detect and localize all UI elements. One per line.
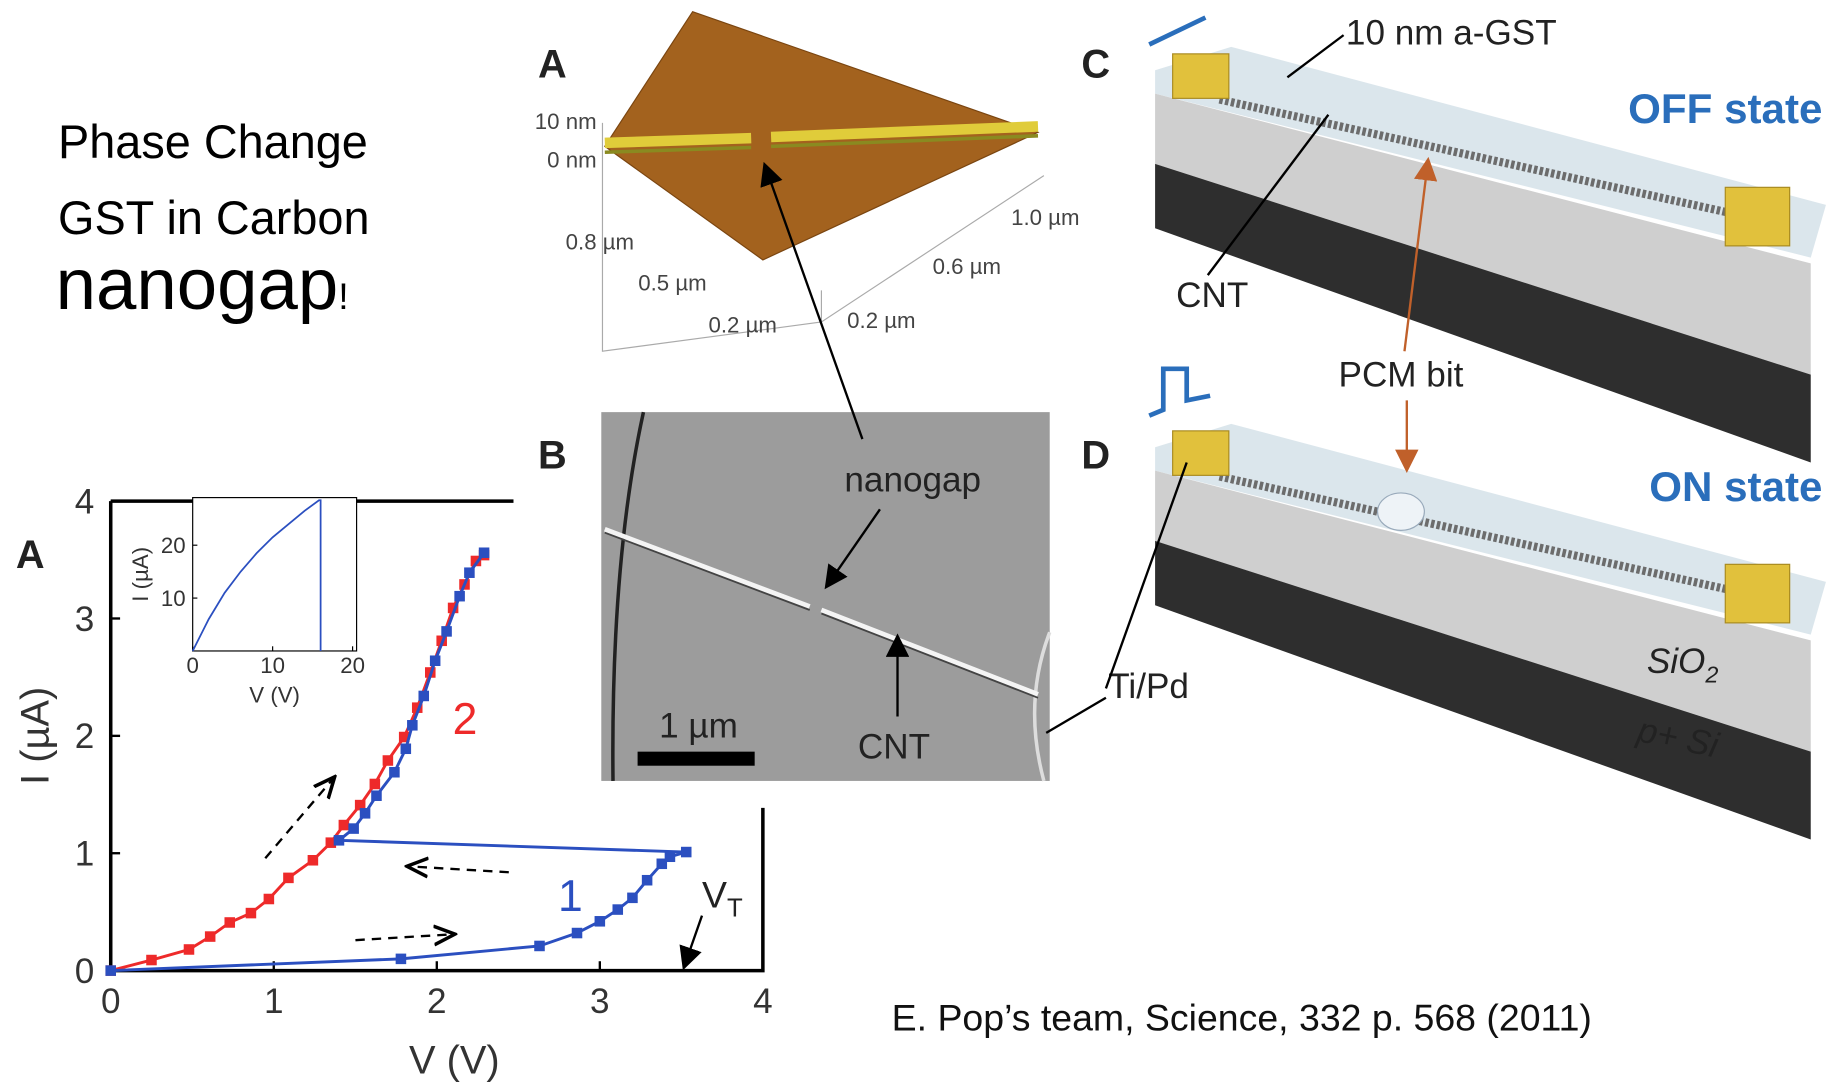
- title-mark: !: [338, 275, 348, 317]
- panel-label: C: [1081, 42, 1110, 86]
- data-point: [612, 904, 623, 915]
- z-label: 10 nm: [535, 109, 597, 134]
- sem-label: nanogap: [844, 461, 981, 500]
- data-point: [418, 691, 429, 702]
- data-point: [184, 944, 195, 955]
- afm-axis-label: 0.5 µm: [638, 270, 706, 295]
- state-label: ON state: [1649, 463, 1822, 510]
- y-tick-label: 0: [75, 952, 95, 991]
- vt-label: VT: [702, 873, 743, 922]
- layer-subscript: 2: [1704, 662, 1718, 688]
- afm-image: [602, 12, 1043, 352]
- y-tick-label: 1: [75, 835, 95, 874]
- sem-label: CNT: [858, 728, 930, 767]
- title-line: GST in Carbon: [58, 192, 369, 244]
- data-point: [146, 955, 157, 966]
- x-tick-label: 1: [264, 982, 284, 1021]
- panel-label: A: [538, 42, 567, 86]
- afm-axis-label: 0.2 µm: [708, 313, 776, 338]
- vt-text: V: [702, 873, 727, 915]
- title-word: nanogap: [56, 244, 339, 325]
- data-point: [430, 655, 441, 666]
- x-tick-label: 3: [590, 982, 610, 1021]
- device-label: CNT: [1176, 276, 1248, 315]
- data-point: [396, 954, 407, 965]
- x-tick-label: 2: [427, 982, 447, 1021]
- afm-axis-label: 0.6 µm: [933, 254, 1001, 279]
- panel-label: A: [16, 533, 45, 577]
- plot: 0 10 20 10 20 V (V) I (µA): [128, 498, 365, 708]
- afm-axis-label: 0.2 µm: [847, 308, 915, 333]
- x-tick-label: 20: [340, 653, 365, 678]
- title-line: nanogap!: [56, 244, 349, 325]
- data-point: [283, 873, 294, 884]
- data-point: [360, 808, 371, 819]
- x-tick-label: 10: [260, 653, 285, 678]
- data-point: [464, 567, 475, 578]
- sweep-arrows: [265, 779, 509, 941]
- device-label: Ti/Pd: [1108, 667, 1189, 706]
- data-point: [264, 894, 275, 905]
- layer-text: SiO: [1647, 642, 1706, 681]
- afm-axis-label: 0.8 µm: [566, 229, 634, 254]
- series-label: 2: [453, 695, 478, 744]
- x-tick-label: 0: [101, 982, 121, 1021]
- z-label: 0 nm: [547, 147, 596, 172]
- data-point: [665, 851, 676, 862]
- x-axis-label: V (V): [249, 682, 300, 707]
- data-point: [389, 767, 400, 778]
- data-point: [534, 941, 545, 952]
- inset-frame: [193, 498, 357, 651]
- data-point: [642, 875, 653, 886]
- x-tick-label: 4: [753, 982, 773, 1021]
- y-axis-label: I (µA): [14, 687, 58, 785]
- data-point: [339, 820, 350, 831]
- data-point: [348, 823, 359, 834]
- panel-label: B: [538, 433, 567, 477]
- data-point: [441, 626, 452, 637]
- data-point: [246, 908, 257, 919]
- data-point: [370, 779, 381, 790]
- y-axis-label: I (µA): [128, 547, 153, 602]
- data-point: [595, 916, 606, 927]
- state-label: OFF state: [1628, 85, 1822, 132]
- data-point: [454, 591, 465, 602]
- data-point: [334, 835, 345, 846]
- afm-axis-label: 1.0 µm: [1011, 205, 1079, 230]
- data-point: [224, 917, 235, 928]
- title-line: Phase Change: [58, 116, 368, 168]
- y-tick-label: 10: [161, 586, 186, 611]
- data-point: [308, 855, 319, 866]
- x-tick-label: 0: [186, 653, 198, 678]
- data-point: [205, 931, 216, 942]
- x-axis-label: V (V): [409, 1039, 500, 1083]
- y-tick-label: 2: [75, 717, 95, 756]
- data-point: [479, 547, 490, 558]
- slide: Phase Change GST in Carbon nanogap! A 10…: [0, 0, 1836, 1083]
- y-tick-label: 4: [75, 482, 95, 521]
- vt-subscript: T: [727, 895, 743, 923]
- device-label: PCM bit: [1339, 355, 1464, 394]
- panel-label: D: [1081, 433, 1110, 477]
- data-point: [105, 965, 116, 976]
- data-point: [401, 743, 412, 754]
- y-tick-label: 20: [161, 533, 186, 558]
- device-label: 10 nm a-GST: [1346, 13, 1557, 52]
- data-point: [627, 893, 638, 904]
- data-point: [572, 928, 583, 939]
- data-point: [681, 847, 692, 858]
- y-tick-label: 3: [75, 600, 95, 639]
- series-label: 1: [558, 872, 583, 921]
- citation: E. Pop’s team, Science, 332 p. 568 (2011…: [892, 996, 1592, 1038]
- data-point: [407, 720, 418, 731]
- scale-label: 1 µm: [659, 707, 738, 746]
- data-point: [383, 755, 394, 766]
- data-point: [371, 790, 382, 801]
